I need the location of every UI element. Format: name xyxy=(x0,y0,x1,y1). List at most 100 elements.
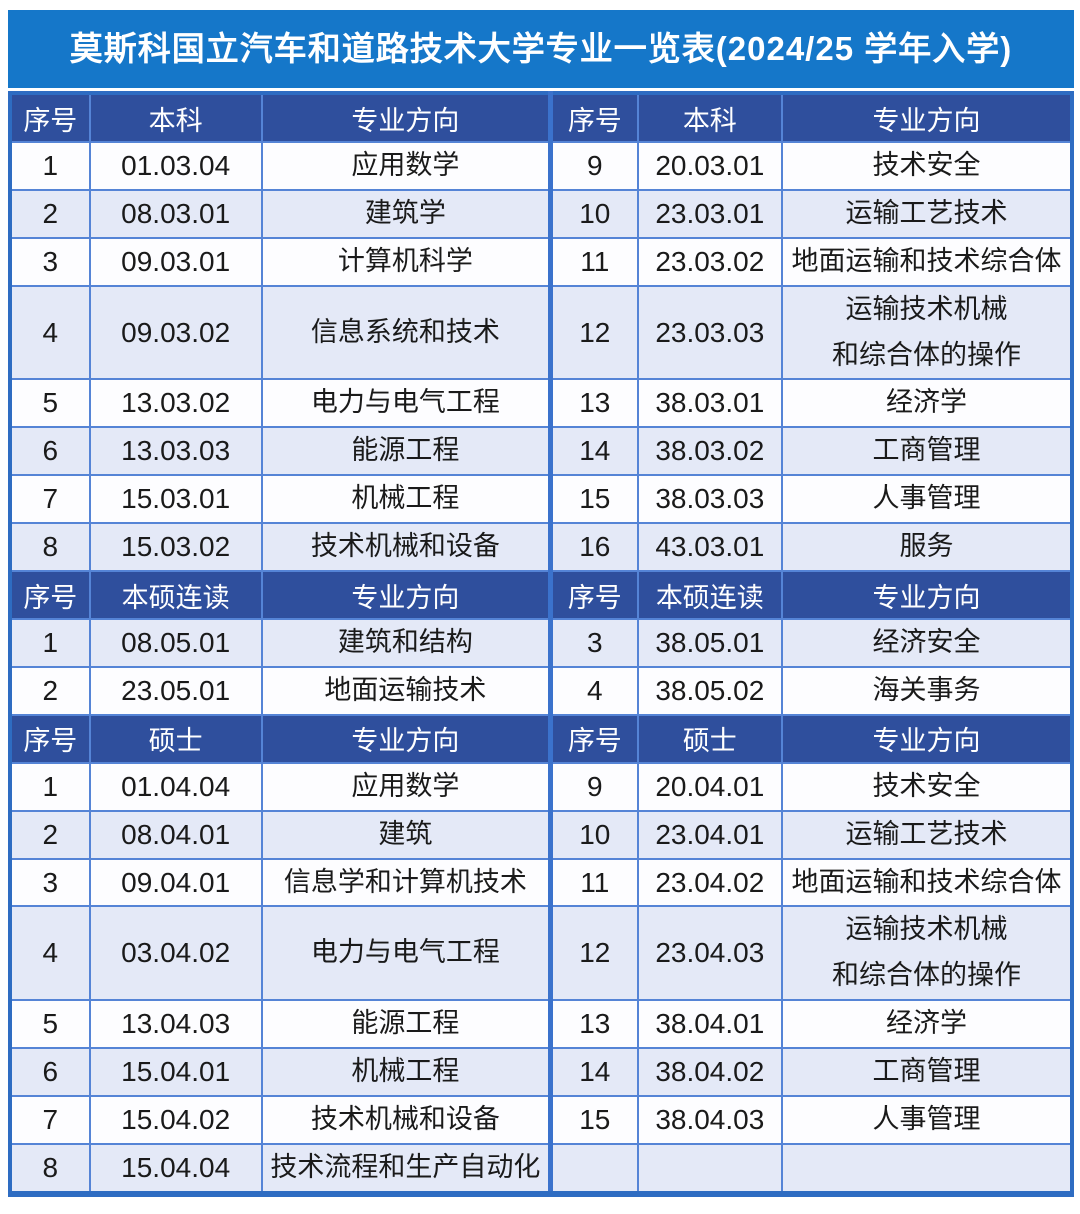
seq-cell: 7 xyxy=(9,474,91,525)
code-cell: 23.03.03 xyxy=(636,284,784,381)
seq-cell: 15 xyxy=(548,474,639,525)
code-cell: 38.04.03 xyxy=(636,1095,784,1145)
table-row: 4 09.03.02 信息系统和技术 12 23.03.03 运输技术机械 和综… xyxy=(9,284,1073,381)
major-cell: 技术安全 xyxy=(781,141,1073,191)
major-cell: 技术机械和设备 xyxy=(260,522,552,573)
seq-cell: 13 xyxy=(548,999,639,1050)
major-cell: 人事管理 xyxy=(781,474,1073,525)
code-cell: 38.03.01 xyxy=(636,378,784,429)
seq-cell: 1 xyxy=(9,761,91,812)
code-cell: 01.03.04 xyxy=(88,141,263,191)
code-cell: 01.04.04 xyxy=(88,761,263,812)
table-row: 3 09.03.01 计算机科学 11 23.03.02 地面运输和技术综合体 xyxy=(9,236,1073,287)
major-cell: 技术机械和设备 xyxy=(260,1095,552,1145)
major-header: 专业方向 xyxy=(781,713,1073,764)
major-header: 专业方向 xyxy=(260,570,552,621)
seq-header: 序号 xyxy=(548,570,639,621)
seq-cell: 11 xyxy=(548,236,639,287)
code-cell: 20.04.01 xyxy=(636,761,784,812)
major-cell: 建筑和结构 xyxy=(260,618,552,668)
seq-header: 序号 xyxy=(548,92,639,143)
code-cell: 08.03.01 xyxy=(88,188,263,239)
seq-cell: 3 xyxy=(548,618,639,668)
seq-cell: 8 xyxy=(9,1142,91,1195)
page-title: 莫斯科国立汽车和道路技术大学专业一览表(2024/25 学年入学) xyxy=(8,10,1074,88)
code-cell: 15.04.02 xyxy=(88,1095,263,1145)
major-cell: 人事管理 xyxy=(781,1095,1073,1145)
seq-cell: 3 xyxy=(9,236,91,287)
major-cell: 信息学和计算机技术 xyxy=(260,857,552,908)
major-cell: 技术流程和生产自动化 xyxy=(260,1142,552,1195)
major-cell: 电力与电气工程 xyxy=(260,905,552,1002)
degree-header: 硕士 xyxy=(636,713,784,764)
code-cell: 15.04.01 xyxy=(88,1047,263,1098)
seq-cell: 2 xyxy=(9,665,91,716)
code-cell: 23.04.01 xyxy=(636,809,784,860)
seq-cell: 2 xyxy=(9,188,91,239)
code-cell: 38.03.02 xyxy=(636,426,784,477)
major-cell: 运输工艺技术 xyxy=(781,188,1073,239)
seq-cell: 11 xyxy=(548,857,639,908)
seq-header: 序号 xyxy=(548,713,639,764)
table-row: 2 08.04.01 建筑 10 23.04.01 运输工艺技术 xyxy=(9,809,1073,860)
section-master: 序号 硕士 专业方向 序号 硕士 专业方向 1 01.04.04 应用数学 9 … xyxy=(9,713,1073,1195)
major-cell: 运输技术机械 和综合体的操作 xyxy=(781,284,1073,381)
programs-table: 序号 本科 专业方向 序号 本科 专业方向 1 01.03.04 应用数学 9 … xyxy=(8,91,1074,1197)
code-cell: 15.03.02 xyxy=(88,522,263,573)
major-cell: 地面运输和技术综合体 xyxy=(781,857,1073,908)
seq-header: 序号 xyxy=(9,713,91,764)
code-cell: 23.04.02 xyxy=(636,857,784,908)
seq-cell xyxy=(548,1142,639,1195)
section-specialist: 序号 本硕连读 专业方向 序号 本硕连读 专业方向 1 08.05.01 建筑和… xyxy=(9,570,1073,716)
seq-cell: 16 xyxy=(548,522,639,573)
seq-cell: 5 xyxy=(9,999,91,1050)
code-cell: 08.05.01 xyxy=(88,618,263,668)
major-cell: 电力与电气工程 xyxy=(260,378,552,429)
seq-cell: 6 xyxy=(9,426,91,477)
seq-cell: 10 xyxy=(548,188,639,239)
major-cell: 建筑学 xyxy=(260,188,552,239)
seq-cell: 7 xyxy=(9,1095,91,1145)
code-cell: 38.04.01 xyxy=(636,999,784,1050)
code-cell: 23.03.02 xyxy=(636,236,784,287)
seq-cell: 6 xyxy=(9,1047,91,1098)
code-cell: 08.04.01 xyxy=(88,809,263,860)
major-cell: 机械工程 xyxy=(260,1047,552,1098)
table-row: 1 01.04.04 应用数学 9 20.04.01 技术安全 xyxy=(9,761,1073,812)
seq-cell: 5 xyxy=(9,378,91,429)
seq-cell: 4 xyxy=(9,284,91,381)
major-cell: 建筑 xyxy=(260,809,552,860)
table-row: 7 15.03.01 机械工程 15 38.03.03 人事管理 xyxy=(9,474,1073,525)
table-row: 3 09.04.01 信息学和计算机技术 11 23.04.02 地面运输和技术… xyxy=(9,857,1073,908)
code-cell: 09.04.01 xyxy=(88,857,263,908)
code-cell: 38.05.02 xyxy=(636,665,784,716)
code-cell: 38.05.01 xyxy=(636,618,784,668)
table-row: 2 08.03.01 建筑学 10 23.03.01 运输工艺技术 xyxy=(9,188,1073,239)
table-row: 6 13.03.03 能源工程 14 38.03.02 工商管理 xyxy=(9,426,1073,477)
code-cell: 38.03.03 xyxy=(636,474,784,525)
table-row: 8 15.03.02 技术机械和设备 16 43.03.01 服务 xyxy=(9,522,1073,573)
seq-cell: 2 xyxy=(9,809,91,860)
seq-cell: 4 xyxy=(9,905,91,1002)
seq-cell: 9 xyxy=(548,761,639,812)
major-header: 专业方向 xyxy=(781,92,1073,143)
major-cell: 信息系统和技术 xyxy=(260,284,552,381)
code-cell: 13.04.03 xyxy=(88,999,263,1050)
degree-header: 本科 xyxy=(636,92,784,143)
seq-cell: 14 xyxy=(548,1047,639,1098)
major-cell: 地面运输技术 xyxy=(260,665,552,716)
major-header: 专业方向 xyxy=(260,92,552,143)
degree-header: 本科 xyxy=(88,92,263,143)
table-row: 5 13.03.02 电力与电气工程 13 38.03.01 经济学 xyxy=(9,378,1073,429)
major-header: 专业方向 xyxy=(260,713,552,764)
code-cell: 43.03.01 xyxy=(636,522,784,573)
code-cell: 09.03.02 xyxy=(88,284,263,381)
code-cell: 23.03.01 xyxy=(636,188,784,239)
programs-table-card: 莫斯科国立汽车和道路技术大学专业一览表(2024/25 学年入学) 序号 本科 … xyxy=(8,10,1074,1197)
major-cell: 能源工程 xyxy=(260,999,552,1050)
seq-cell: 8 xyxy=(9,522,91,573)
seq-cell: 1 xyxy=(9,618,91,668)
code-cell: 13.03.02 xyxy=(88,378,263,429)
code-cell: 15.04.04 xyxy=(88,1142,263,1195)
table-row: 7 15.04.02 技术机械和设备 15 38.04.03 人事管理 xyxy=(9,1095,1073,1145)
